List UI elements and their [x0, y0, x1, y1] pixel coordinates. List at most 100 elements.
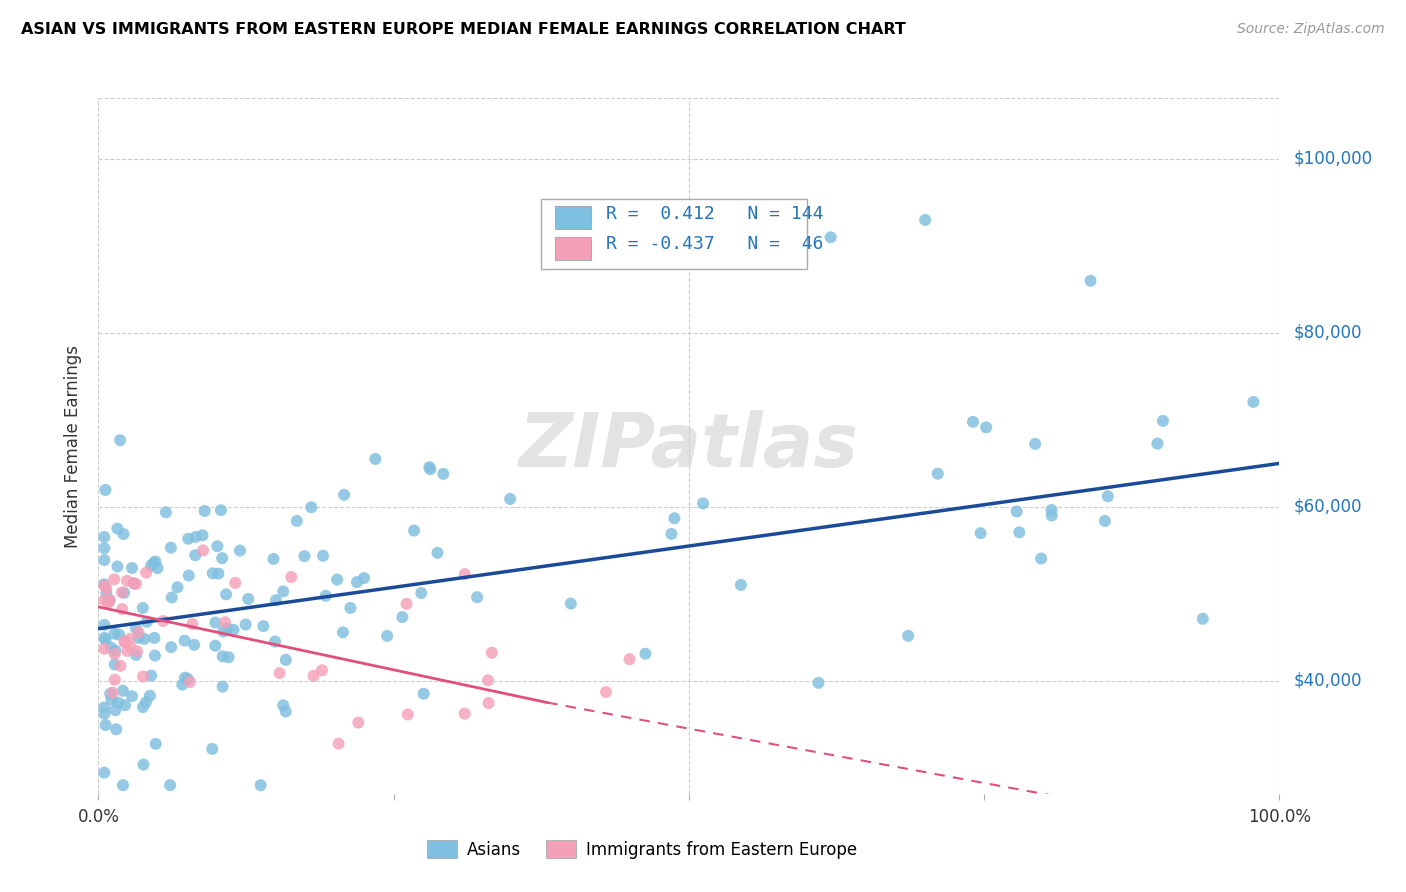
Point — [426, 546, 449, 560]
Point — [332, 625, 354, 640]
Point — [634, 647, 657, 661]
Point — [1241, 395, 1264, 409]
Point — [104, 647, 127, 661]
Point — [477, 673, 499, 688]
Point — [1040, 508, 1063, 523]
Point — [114, 634, 136, 648]
Text: $100,000: $100,000 — [1294, 150, 1372, 168]
Point — [692, 496, 714, 510]
Point — [218, 650, 240, 665]
Point — [214, 615, 236, 630]
Point — [155, 505, 177, 519]
Text: R = -0.437   N =  46: R = -0.437 N = 46 — [606, 235, 824, 253]
Point — [128, 631, 150, 645]
Point — [1005, 504, 1028, 518]
Point — [274, 705, 297, 719]
Point — [173, 633, 195, 648]
Point — [159, 778, 181, 792]
Point — [183, 638, 205, 652]
Point — [499, 491, 522, 506]
Point — [1040, 503, 1063, 517]
Point — [454, 567, 477, 582]
Point — [209, 503, 232, 517]
Point — [121, 690, 143, 704]
Point — [143, 648, 166, 663]
Point — [160, 640, 183, 655]
Point — [481, 646, 503, 660]
Text: ASIAN VS IMMIGRANTS FROM EASTERN EUROPE MEDIAN FEMALE EARNINGS CORRELATION CHART: ASIAN VS IMMIGRANTS FROM EASTERN EUROPE … — [21, 22, 905, 37]
Point — [211, 649, 233, 664]
Legend: Asians, Immigrants from Eastern Europe: Asians, Immigrants from Eastern Europe — [420, 833, 863, 865]
Point — [100, 640, 122, 655]
Point — [93, 765, 115, 780]
Point — [152, 614, 174, 628]
Point — [560, 597, 582, 611]
Point — [139, 668, 162, 682]
Point — [1191, 612, 1213, 626]
Point — [664, 511, 686, 525]
Point — [107, 696, 129, 710]
Point — [96, 586, 118, 600]
Point — [135, 615, 157, 629]
Point — [215, 587, 238, 601]
Point — [238, 591, 260, 606]
Point — [191, 528, 214, 542]
Point — [132, 757, 155, 772]
Point — [204, 639, 226, 653]
Point — [252, 619, 274, 633]
Point — [477, 696, 499, 710]
Point — [222, 623, 245, 637]
Point — [1024, 437, 1046, 451]
Point — [104, 643, 127, 657]
Point — [177, 568, 200, 582]
Point — [112, 586, 135, 600]
Point — [914, 212, 936, 227]
Point — [174, 671, 197, 685]
Point — [1097, 489, 1119, 503]
Point — [299, 500, 322, 515]
Point — [132, 700, 155, 714]
Point — [294, 549, 316, 563]
Point — [135, 695, 157, 709]
Point — [96, 582, 118, 596]
Point — [93, 618, 115, 632]
Point — [97, 596, 120, 610]
Point — [453, 706, 475, 721]
Point — [122, 576, 145, 591]
Point — [412, 687, 434, 701]
Point — [328, 737, 350, 751]
Point — [93, 641, 115, 656]
Point — [107, 559, 129, 574]
Point — [141, 558, 163, 573]
Text: ZIPatlas: ZIPatlas — [519, 409, 859, 483]
Point — [111, 602, 134, 616]
Point — [807, 675, 830, 690]
Point — [1029, 551, 1052, 566]
Point — [125, 621, 148, 635]
Point — [117, 644, 139, 658]
Point — [172, 678, 194, 692]
Point — [121, 561, 143, 575]
Point — [927, 467, 949, 481]
Point — [249, 778, 271, 792]
Point — [177, 532, 200, 546]
Point — [1008, 525, 1031, 540]
Point — [93, 593, 115, 607]
Point — [146, 561, 169, 575]
Point — [135, 566, 157, 580]
Point — [404, 524, 426, 538]
Point — [311, 663, 333, 677]
Point — [312, 549, 335, 563]
Point — [974, 420, 997, 434]
Point — [211, 680, 233, 694]
Point — [1146, 436, 1168, 450]
Point — [98, 687, 121, 701]
Point — [111, 778, 134, 792]
Point — [100, 692, 122, 706]
Point — [353, 571, 375, 585]
Point — [274, 653, 297, 667]
Point — [94, 718, 117, 732]
Point — [207, 566, 229, 581]
Point — [103, 626, 125, 640]
Point — [145, 737, 167, 751]
